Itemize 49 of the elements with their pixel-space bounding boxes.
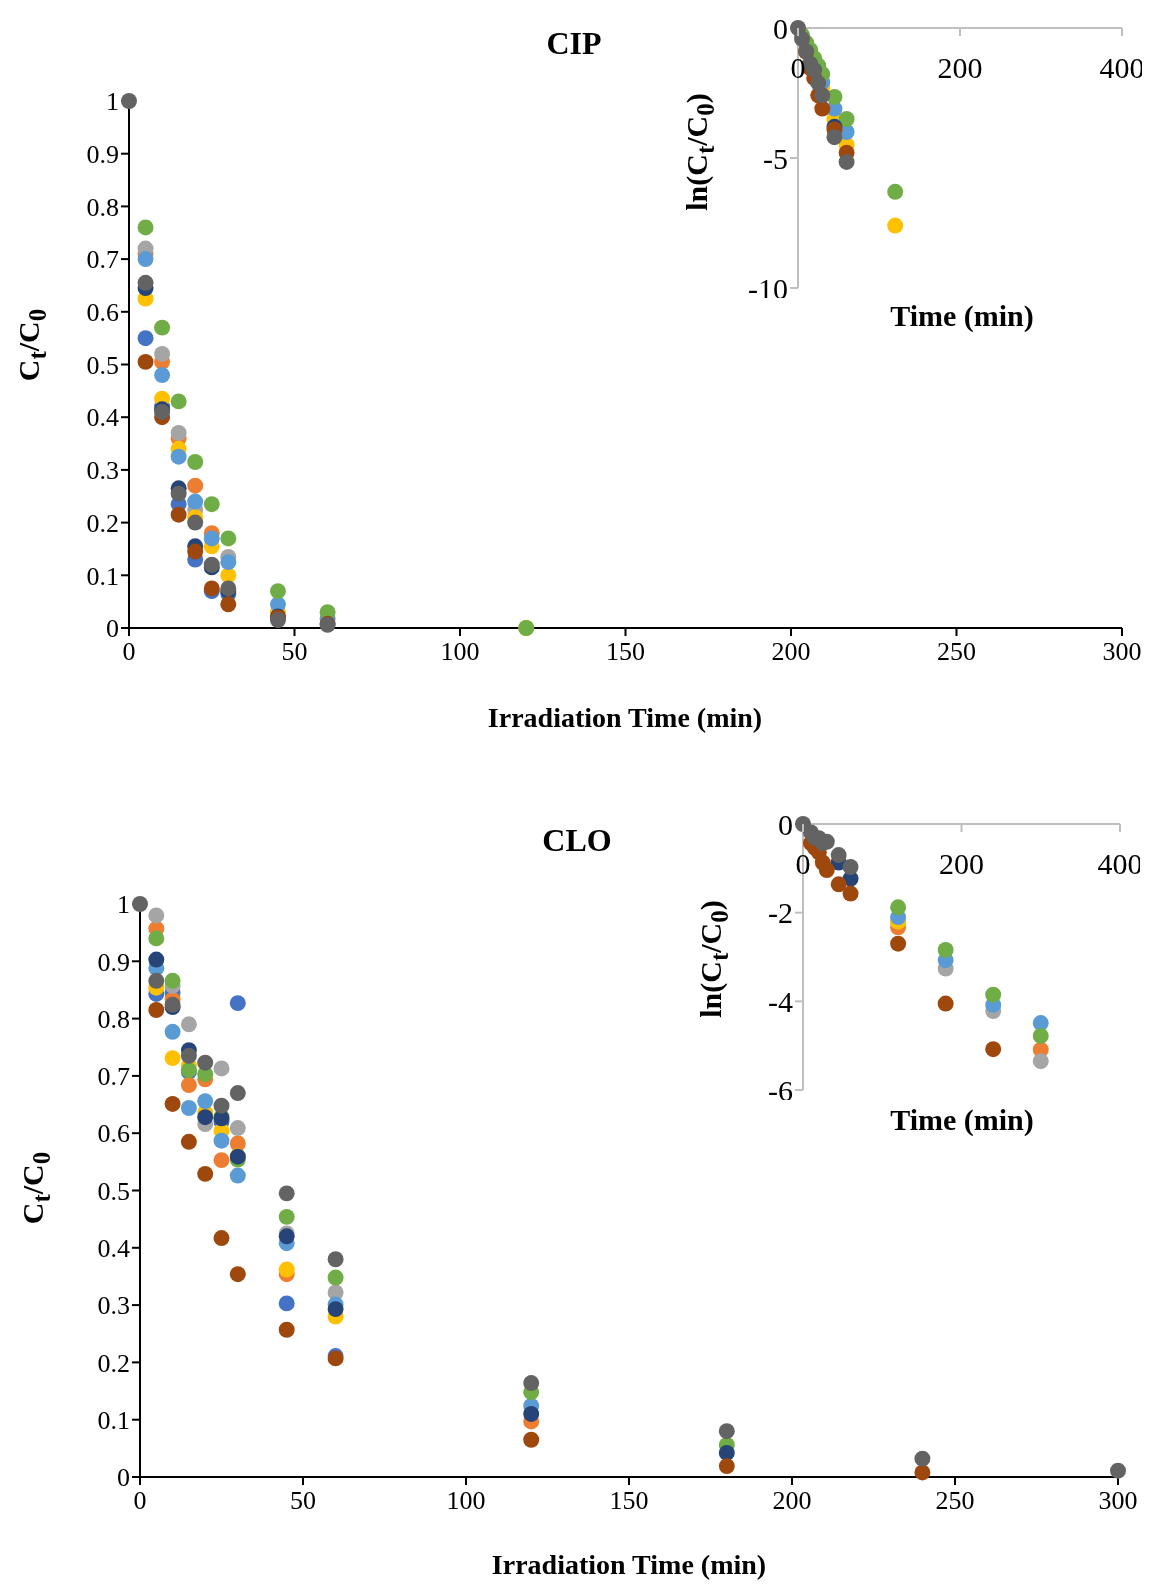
y-tick-label: 0.1	[97, 1405, 130, 1435]
x-tick-label: 50	[281, 637, 308, 667]
y-tick-label: 0.8	[97, 1004, 130, 1034]
y-tick-label: 0.7	[86, 245, 119, 275]
x-tick-label: 150	[606, 637, 645, 667]
y-tick-label: 0.8	[86, 192, 119, 222]
y-tick-label: 0.3	[86, 456, 119, 486]
chart-title: CLO	[542, 821, 612, 859]
y-tick-label: -5	[763, 141, 788, 175]
y-tick-label: 1	[106, 87, 119, 117]
x-axis-title: Irradiation Time (min)	[491, 1549, 767, 1581]
y-tick-label: 0	[773, 11, 788, 45]
x-tick-label: 200	[939, 847, 984, 880]
y-tick-label: 0	[106, 614, 119, 644]
y-tick-label: 0.3	[97, 1291, 130, 1321]
y-tick-label: 0.4	[86, 403, 119, 433]
y-tick-label: 1	[117, 890, 130, 920]
x-tick-label: 100	[446, 1486, 486, 1516]
x-tick-label: 300	[1102, 637, 1142, 667]
x-tick-label: 250	[935, 1486, 975, 1516]
y-tick-label: 0.5	[86, 350, 119, 380]
x-tick-label: 200	[771, 637, 811, 667]
y-tick-label: 0.2	[86, 508, 119, 538]
y-tick-label: -10	[748, 271, 788, 305]
x-tick-label: 200	[772, 1486, 812, 1516]
y-tick-label: 0.7	[97, 1062, 130, 1092]
x-tick-label: 150	[609, 1486, 649, 1516]
x-axis-title: Irradiation Time (min)	[487, 702, 763, 734]
x-tick-label: 300	[1098, 1486, 1138, 1516]
y-tick-label: 0.2	[97, 1348, 130, 1378]
y-tick-label: 0	[778, 807, 793, 841]
y-tick-label: 0.6	[86, 298, 119, 328]
y-tick-label: 0.9	[86, 139, 119, 169]
y-tick-label: 0.6	[97, 1119, 130, 1149]
y-tick-label: -2	[768, 896, 793, 930]
x-axis-title: Time (min)	[890, 1103, 1034, 1137]
y-tick-label: -6	[768, 1073, 793, 1107]
x-tick-label: 250	[937, 637, 976, 667]
x-tick-label: 100	[440, 637, 480, 667]
x-axis-title: Time (min)	[890, 299, 1034, 333]
y-tick-label: 0.9	[97, 947, 130, 977]
y-tick-label: 0.5	[97, 1176, 130, 1206]
y-tick-label: 0.4	[97, 1234, 130, 1264]
y-tick-label: 0	[117, 1463, 130, 1493]
x-tick-label: 200	[937, 51, 983, 84]
x-tick-label: 50	[290, 1486, 316, 1516]
y-tick-label: -4	[768, 984, 793, 1018]
y-tick-label: 0.1	[86, 561, 119, 591]
chart-title: CIP	[546, 24, 602, 62]
